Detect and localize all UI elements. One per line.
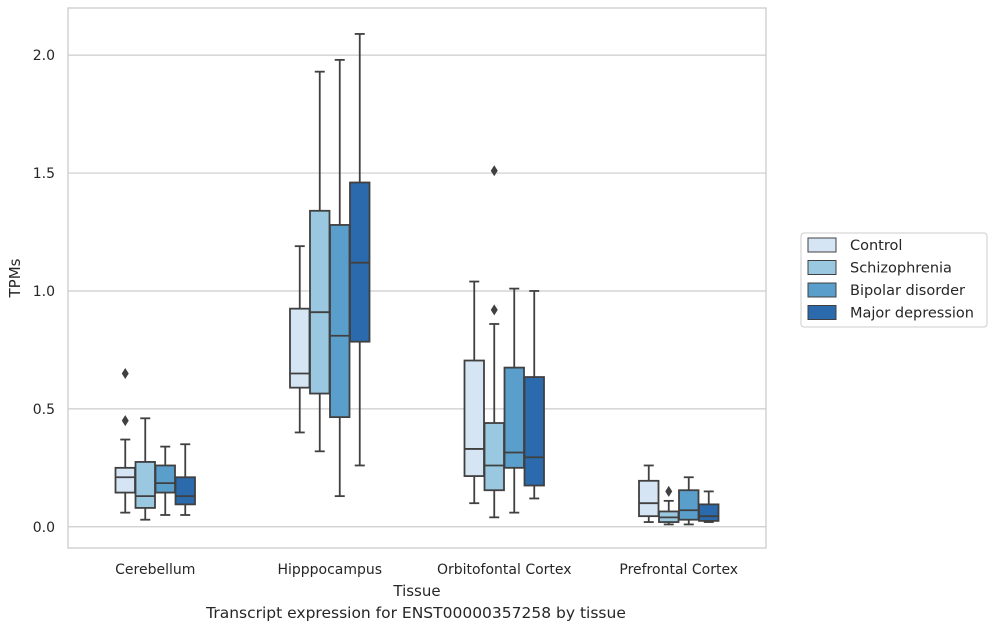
box-iqr <box>523 376 545 487</box>
box <box>154 445 176 516</box>
box <box>174 443 196 516</box>
legend-swatch <box>807 237 837 253</box>
box <box>463 280 485 505</box>
box <box>658 485 680 526</box>
box <box>678 476 700 526</box>
box <box>523 290 545 500</box>
legend-frame <box>800 232 988 328</box>
series-schizophrenia <box>134 70 680 526</box>
series-control <box>114 245 660 523</box>
x-axis-label: Tissue <box>392 582 440 600</box>
box-series-group <box>114 33 720 526</box>
outlier-point <box>490 304 498 316</box>
x-tick-label: Cerebellum <box>115 562 195 578</box>
box-iqr <box>309 209 331 395</box>
legend-label: Schizophrenia <box>850 261 952 277</box>
x-tick-label: Prefrontal Cortex <box>619 562 738 578</box>
box-iqr <box>154 464 176 494</box>
y-tick-label: 1.5 <box>33 166 55 182</box>
box-iqr <box>174 476 196 506</box>
box <box>349 33 371 467</box>
x-tick-label: Hipppocampus <box>277 562 382 578</box>
y-tick-label: 2.0 <box>33 48 55 64</box>
box-iqr <box>114 466 136 494</box>
legend: Control Schizophrenia Bipolar disorder Majo… <box>800 232 988 328</box>
x-tick-label: Orbitofontal Cortex <box>437 562 572 578</box>
plot-frame <box>67 7 767 549</box>
box-iqr <box>289 307 311 389</box>
x-tick-labels: Cerebellum Hipppocampus Orbitofontal Corte… <box>115 562 738 578</box>
legend-label: Control <box>850 238 902 254</box>
box <box>638 464 660 523</box>
series-major-depression <box>174 33 720 523</box>
y-tick-label: 1.0 <box>33 284 55 300</box>
legend-swatch <box>807 305 837 320</box>
box-iqr <box>678 489 700 521</box>
box-iqr <box>483 422 505 492</box>
box <box>329 58 351 498</box>
y-tick-label: 0.0 <box>33 520 55 536</box>
legend-label: Bipolar disorder <box>850 283 965 299</box>
box <box>134 417 156 521</box>
box-iqr <box>463 359 485 477</box>
box <box>483 165 505 519</box>
outlier-point <box>490 165 498 177</box>
box <box>289 245 311 434</box>
box <box>114 368 136 514</box>
box <box>698 490 720 523</box>
figure-caption: Transcript expression for ENST0000035725… <box>206 604 626 622</box>
legend-label: Major depression <box>850 306 974 322</box>
box <box>503 287 525 514</box>
outlier-point <box>121 368 129 380</box>
y-axis-label: TPMs <box>6 258 24 298</box>
box-iqr <box>134 461 156 509</box>
series-bipolar-disorder <box>154 58 700 526</box>
y-tick-label: 0.5 <box>33 402 55 418</box>
legend-swatch <box>807 260 837 275</box>
box <box>309 70 331 453</box>
y-tick-labels: 0.0 0.5 1.0 1.5 2.0 <box>33 48 55 536</box>
outlier-point <box>121 415 129 427</box>
box-iqr <box>638 479 660 518</box>
grid-lines <box>68 54 766 528</box>
legend-swatch <box>807 282 837 298</box>
outlier-point <box>665 485 673 497</box>
box-iqr <box>698 503 720 522</box>
box-iqr <box>329 224 351 419</box>
